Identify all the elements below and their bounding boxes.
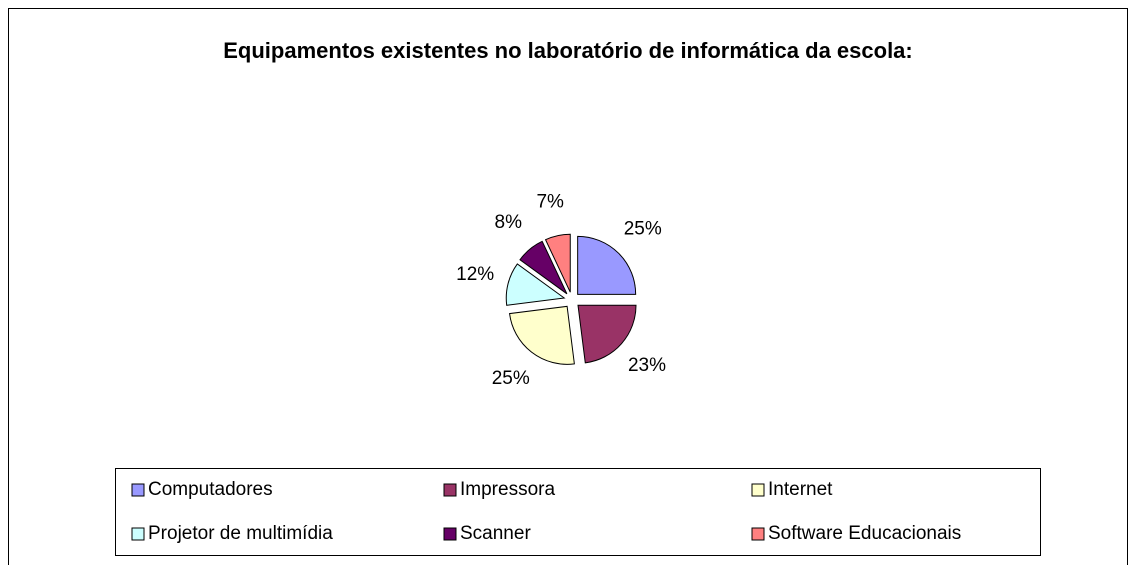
legend-label: Scanner bbox=[460, 523, 531, 544]
legend-swatch bbox=[131, 483, 145, 497]
legend-label: Computadores bbox=[148, 479, 273, 500]
data-label: 23% bbox=[628, 355, 666, 376]
legend-label: Internet bbox=[768, 479, 833, 500]
chart-title: Equipamentos existentes no laboratório d… bbox=[223, 38, 913, 63]
pie-slice bbox=[508, 305, 575, 365]
legend-swatch bbox=[131, 527, 145, 541]
data-label: 12% bbox=[456, 264, 494, 285]
legend-label: Projetor de multimídia bbox=[148, 523, 333, 544]
pie-slice bbox=[577, 304, 637, 364]
legend-swatch bbox=[443, 483, 457, 497]
legend-label: Software Educacionais bbox=[768, 523, 961, 544]
legend-swatch bbox=[443, 527, 457, 541]
data-label: 25% bbox=[492, 368, 530, 389]
data-label: 7% bbox=[536, 191, 564, 212]
data-label: 25% bbox=[624, 218, 662, 239]
legend-label: Impressora bbox=[460, 479, 555, 500]
pie-slice bbox=[577, 235, 637, 295]
pie-slice bbox=[519, 240, 568, 295]
legend-box bbox=[115, 468, 1041, 556]
data-label: 8% bbox=[495, 212, 523, 233]
pie-slice bbox=[505, 263, 566, 306]
pie-slice bbox=[544, 233, 571, 293]
legend-swatch bbox=[751, 483, 765, 497]
legend-swatch bbox=[751, 527, 765, 541]
